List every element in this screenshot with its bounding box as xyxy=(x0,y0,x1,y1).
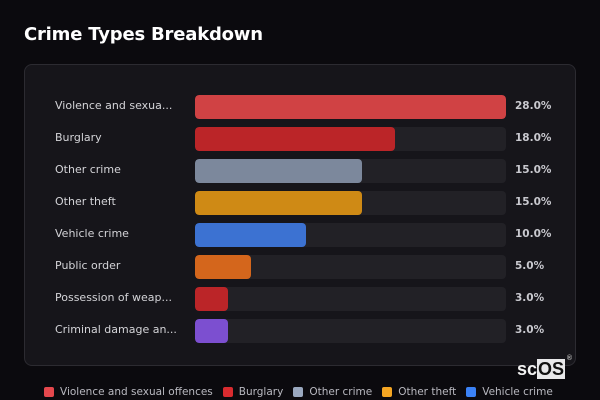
legend-item[interactable]: Violence and sexual offences xyxy=(44,386,213,398)
legend-swatch-icon xyxy=(44,387,54,397)
bar-label: Violence and sexua... xyxy=(55,99,173,112)
bar-track xyxy=(195,319,506,343)
bar-label: Other theft xyxy=(55,195,116,208)
bar-value: 3.0% xyxy=(515,292,545,304)
bar-row: Possession of weap... 3.0% xyxy=(25,287,575,311)
bar-row: Public order 5.0% xyxy=(25,255,575,279)
bar-fill[interactable] xyxy=(195,95,506,119)
bar-fill[interactable] xyxy=(195,127,395,151)
chart-legend: Violence and sexual offences Burglary Othe… xyxy=(44,386,553,398)
bar-value: 15.0% xyxy=(515,164,552,176)
bar-track xyxy=(195,159,506,183)
legend-swatch-icon xyxy=(382,387,393,397)
legend-swatch-icon xyxy=(293,387,304,397)
bar-label: Vehicle crime xyxy=(55,227,129,240)
bar-track xyxy=(195,127,506,151)
legend-label: Vehicle crime xyxy=(482,386,553,398)
bar-fill[interactable] xyxy=(195,319,229,343)
bar-label: Other crime xyxy=(55,163,121,176)
legend-item[interactable]: Vehicle crime xyxy=(466,386,553,398)
scos-logo: scOS ® xyxy=(517,355,572,380)
bar-track xyxy=(195,255,506,279)
bar-row: Criminal damage an... 3.0% xyxy=(25,319,575,343)
bar-track xyxy=(195,191,506,215)
bar-fill[interactable] xyxy=(195,255,251,279)
legend-label: Violence and sexual offences xyxy=(60,386,213,398)
chart-card: Violence and sexua... 28.0% Burglary 18.0% O… xyxy=(24,64,576,366)
legend-swatch-icon xyxy=(466,387,477,397)
legend-item[interactable]: Other crime xyxy=(293,386,372,398)
legend-item[interactable]: Other theft xyxy=(382,386,456,398)
bar-value: 15.0% xyxy=(515,196,552,208)
legend-item[interactable]: Burglary xyxy=(222,386,284,398)
bar-value: 3.0% xyxy=(515,324,545,336)
bar-value: 10.0% xyxy=(515,228,552,240)
bar-value: 18.0% xyxy=(515,132,552,144)
logo-os: OS xyxy=(537,359,566,379)
bar-fill[interactable] xyxy=(195,223,307,247)
bar-label: Criminal damage an... xyxy=(55,323,177,336)
legend-label: Burglary xyxy=(238,386,284,398)
bar-fill[interactable] xyxy=(195,287,229,311)
bar-row: Other crime 15.0% xyxy=(25,159,575,183)
bar-fill[interactable] xyxy=(195,159,362,183)
bar-row: Other theft 15.0% xyxy=(25,191,575,215)
chart-title: Crime Types Breakdown xyxy=(24,24,263,45)
bar-value: 5.0% xyxy=(515,260,545,272)
bar-row: Violence and sexua... 28.0% xyxy=(25,95,575,119)
legend-label: Other crime xyxy=(309,386,373,398)
bar-fill[interactable] xyxy=(195,191,362,215)
bar-row: Vehicle crime 10.0% xyxy=(25,223,575,247)
registered-mark-icon: ® xyxy=(566,355,573,362)
bar-label: Public order xyxy=(55,259,121,272)
bar-track xyxy=(195,287,506,311)
bar-row: Burglary 18.0% xyxy=(25,127,575,151)
bar-track xyxy=(195,223,506,247)
bar-label: Possession of weap... xyxy=(55,291,172,304)
legend-label: Other theft xyxy=(398,386,457,398)
bar-value: 28.0% xyxy=(515,100,552,112)
bar-track xyxy=(195,95,506,119)
legend-swatch-icon xyxy=(222,387,233,397)
logo-sc: sc xyxy=(517,359,538,379)
bar-label: Burglary xyxy=(55,131,102,144)
